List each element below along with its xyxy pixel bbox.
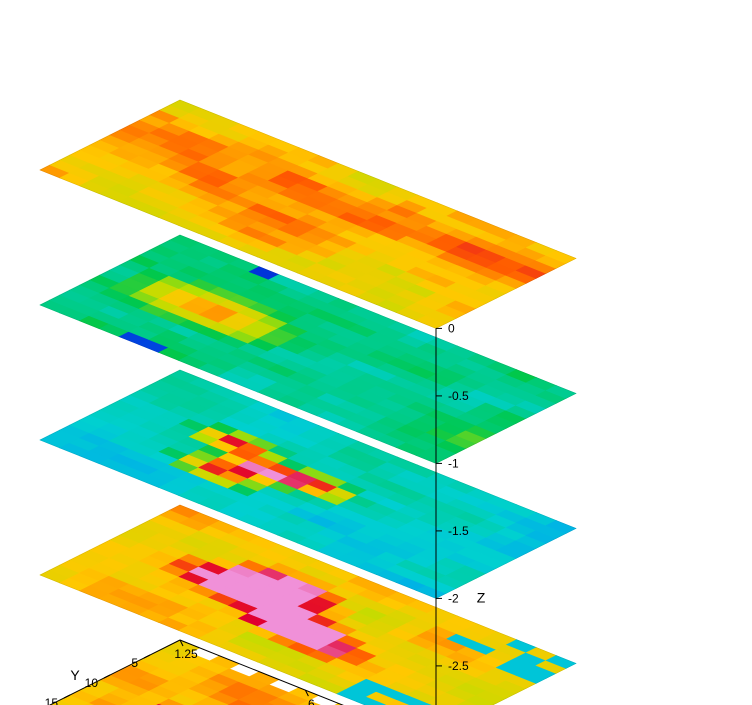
x-tick-label: 1.25 (174, 647, 198, 661)
z-tick-label: -2.5 (448, 659, 469, 673)
y-tick-label: 10 (85, 676, 99, 690)
z-tick-label: -2 (448, 591, 459, 605)
stacked-heatmap-3d: 1.256810121416.25X5101518.75Y0-0.5-1-1.5… (0, 0, 752, 705)
z-tick-label: -1.5 (448, 524, 469, 538)
x-tick-label: 6 (308, 697, 315, 705)
z-axis-label: Z (477, 589, 486, 605)
heatmap-slices (40, 100, 576, 705)
z-tick-label: -0.5 (448, 389, 469, 403)
y-tick-label: 15 (45, 696, 59, 705)
y-axis-label: Y (70, 667, 80, 683)
z-tick-label: 0 (448, 321, 455, 335)
y-tick-label: 5 (131, 656, 138, 670)
z-tick-label: -1 (448, 456, 459, 470)
